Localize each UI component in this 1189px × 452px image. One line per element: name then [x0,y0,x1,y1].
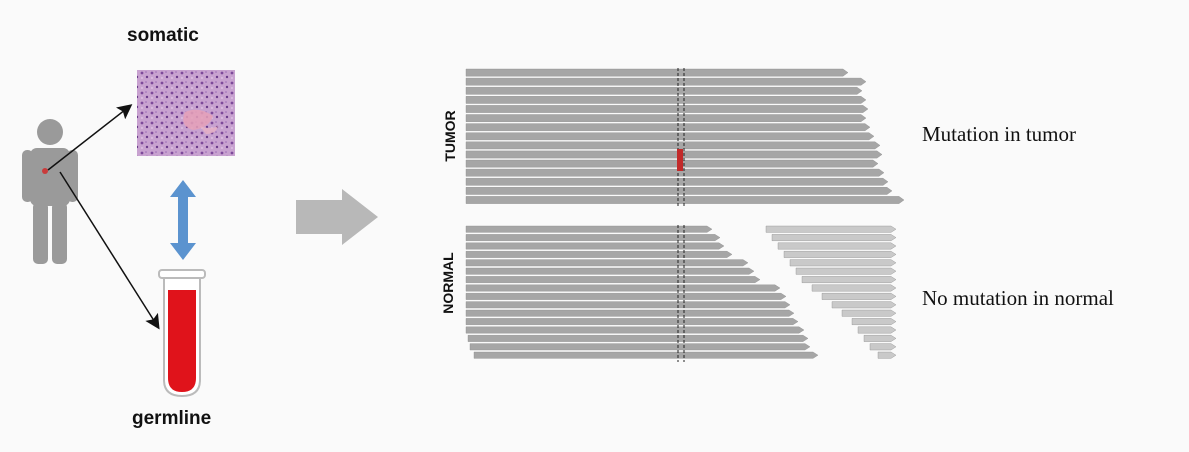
sequence-read [466,293,786,299]
sequence-read [796,268,896,274]
blood-tube-icon [159,270,205,396]
sequence-read [466,96,866,103]
sequence-read [466,234,720,240]
sequence-read [466,178,888,185]
sequence-read [790,260,896,266]
sequence-read [466,142,880,149]
tumor-reads-panel [466,69,904,204]
sequence-read [778,243,896,249]
sequence-read [466,87,862,94]
sequence-read [466,124,870,131]
sequence-read [802,276,896,282]
mutation-in-tumor-text: Mutation in tumor [922,122,1076,147]
sequence-read [466,69,848,76]
sequence-read [466,133,874,140]
sequence-read [852,318,896,324]
sequence-read [466,105,868,112]
sequence-read [466,78,866,85]
arrow-to-blood [60,172,158,327]
sequence-read [878,352,896,358]
sequence-read [466,318,798,324]
sequence-read [864,335,896,341]
sequence-read [466,169,884,176]
sequence-read [466,285,780,291]
sequence-read [466,276,760,282]
sequence-read [466,196,904,203]
sequence-read [766,226,896,232]
sequence-read [870,344,896,350]
sequence-read [466,268,754,274]
sequence-read [466,243,724,249]
mutation-mark [677,149,683,171]
compare-double-arrow [170,180,196,260]
sequence-read [466,151,882,158]
tumor-site-dot [42,168,48,174]
sequence-read [812,285,896,291]
sequence-read [474,352,818,358]
sequence-read [466,327,804,333]
sequence-read [466,260,748,266]
germline-label: germline [132,408,211,430]
normal-reads-panel [466,226,896,358]
sequence-read [772,234,896,240]
sequence-read [784,251,896,257]
sequence-read [466,115,866,122]
person-icon [22,119,78,264]
no-mutation-in-normal-text: No mutation in normal [922,286,1114,311]
sequence-read [466,160,878,167]
big-right-arrow [296,189,378,245]
tumor-label: TUMOR [442,106,458,166]
sequence-read [466,251,732,257]
sequence-read [842,310,896,316]
sequence-read [822,293,896,299]
sequence-read [466,302,790,308]
sequence-read [466,226,712,232]
sequence-read [466,310,794,316]
sequence-read [832,302,896,308]
sequence-read [470,344,810,350]
sequence-read [858,327,896,333]
normal-label: NORMAL [440,245,456,321]
somatic-label: somatic [127,25,199,47]
sequence-read [466,187,892,194]
tissue-slide-icon [137,70,235,156]
sequence-read [468,335,808,341]
